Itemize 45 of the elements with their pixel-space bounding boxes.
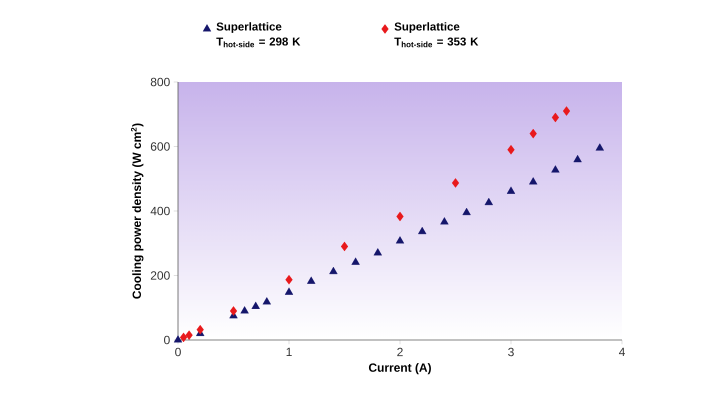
x-tick-label: 3 xyxy=(508,348,514,356)
y-tick-label: 200 xyxy=(150,271,170,280)
y-tick-label: 600 xyxy=(150,142,170,151)
y-tick-label: 800 xyxy=(150,78,170,86)
point xyxy=(307,276,316,284)
point xyxy=(529,177,538,184)
point xyxy=(551,165,560,173)
y-tick-label: 0 xyxy=(164,336,170,344)
point xyxy=(174,335,182,342)
point xyxy=(329,266,338,274)
legend-label: Superlattice T$_{hot-side}$ = 353 K xyxy=(394,22,478,48)
x-tick-label: 4 xyxy=(618,348,625,356)
point xyxy=(340,242,348,252)
y-tick-label: 400 xyxy=(150,206,170,216)
point xyxy=(351,257,360,265)
point xyxy=(452,178,460,188)
point xyxy=(396,212,404,222)
legend-label: Superlattice T$_{hot-side}$ = 298 K xyxy=(216,22,300,48)
point xyxy=(374,248,382,256)
point xyxy=(530,128,537,138)
x-tick-label: 2 xyxy=(397,348,403,356)
point xyxy=(262,297,271,304)
point xyxy=(185,330,193,340)
point xyxy=(462,208,471,216)
point xyxy=(396,236,404,244)
x-axis-title: Current (A) xyxy=(368,363,431,374)
point xyxy=(180,332,188,342)
point xyxy=(230,306,238,316)
point xyxy=(507,144,515,155)
point xyxy=(573,154,582,162)
point xyxy=(506,186,516,194)
point xyxy=(284,287,294,295)
point xyxy=(562,106,570,116)
point xyxy=(440,217,449,224)
point xyxy=(252,302,260,309)
point xyxy=(285,274,293,284)
point xyxy=(596,143,604,151)
y-axis-title: Cooling power density (W cm$^{2}$) xyxy=(131,123,144,299)
x-tick-label: 0 xyxy=(175,348,181,356)
x-tick-label: 1 xyxy=(286,348,292,356)
point xyxy=(418,226,426,234)
point xyxy=(484,198,493,206)
point xyxy=(552,112,560,122)
point xyxy=(240,306,249,314)
point xyxy=(196,324,204,334)
